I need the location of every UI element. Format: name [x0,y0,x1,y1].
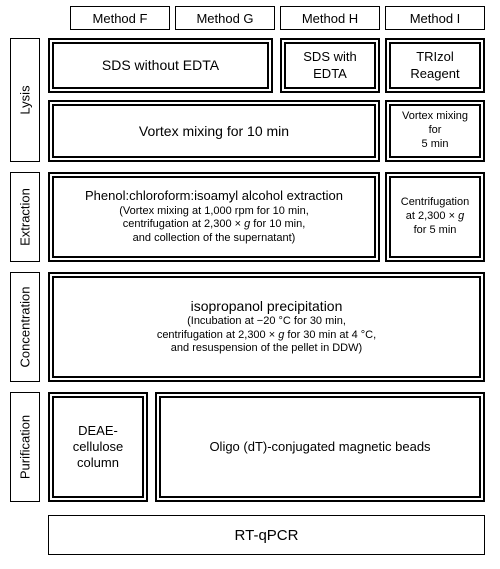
purification-deae-text: DEAE- cellulose column [73,423,124,472]
row-label-extraction: Extraction [10,172,40,262]
extraction-centrif-l2: at 2,300 × g [406,210,464,224]
row-label-lysis: Lysis [10,38,40,162]
row-label-text: Extraction [18,188,33,246]
row-label-purification: Purification [10,392,40,502]
extraction-pcia-l3-post: for 10 min, [250,218,305,230]
row-label-text: Concentration [18,287,33,368]
extraction-pcia-box: Phenol:chloroform:isoamyl alcohol extrac… [48,172,380,262]
extraction-centrif-box: Centrifugation at 2,300 × g for 5 min [385,172,485,262]
lysis-i-box: TRIzol Reagent [385,38,485,93]
final-rtqpcr-text: RT-qPCR [235,527,299,544]
extraction-centrif-stack: Centrifugation at 2,300 × g for 5 min [401,196,470,237]
row-label-text: Lysis [18,85,33,114]
purification-oligo-text: Oligo (dT)-conjugated magnetic beads [209,439,430,455]
lysis-fg-box: SDS without EDTA [48,38,273,93]
extraction-pcia-title: Phenol:chloroform:isoamyl alcohol extrac… [85,188,343,204]
lysis-vortex10-text: Vortex mixing for 10 min [139,123,289,140]
lysis-vortex5-text: Vortex mixing for 5 min [402,110,468,151]
lysis-i-text: TRIzol Reagent [410,49,459,82]
col-header-label: Method I [410,11,461,26]
concentration-box: isopropanol precipitation (Incubation at… [48,272,485,382]
extraction-centrif-l2-g: g [458,210,464,222]
col-header-method-g: Method G [175,6,275,30]
col-header-label: Method F [93,11,148,26]
extraction-centrif-l1: Centrifugation [401,196,470,210]
concentration-l3-post: for 30 min at 4 °C, [284,329,376,341]
row-label-text: Purification [18,415,33,479]
purification-deae-box: DEAE- cellulose column [48,392,148,502]
lysis-vortex10-box: Vortex mixing for 10 min [48,100,380,162]
extraction-pcia-l4: and collection of the supernatant) [133,232,296,246]
lysis-h-box: SDS with EDTA [280,38,380,93]
concentration-l3-pre: centrifugation at 2,300 × [157,329,278,341]
concentration-l4: and resuspension of the pellet in DDW) [171,342,362,356]
concentration-stack: isopropanol precipitation (Incubation at… [157,298,376,356]
extraction-centrif-l3: for 5 min [414,224,457,238]
col-header-method-i: Method I [385,6,485,30]
final-rtqpcr-box: RT-qPCR [48,515,485,555]
concentration-l3: centrifugation at 2,300 × g for 30 min a… [157,329,376,343]
concentration-l2: (Incubation at −20 °C for 30 min, [187,315,346,329]
extraction-pcia-stack: Phenol:chloroform:isoamyl alcohol extrac… [85,188,343,246]
extraction-pcia-l2: (Vortex mixing at 1,000 rpm for 10 min, [119,205,309,219]
lysis-fg-text: SDS without EDTA [102,57,219,74]
row-label-concentration: Concentration [10,272,40,382]
col-header-method-f: Method F [70,6,170,30]
lysis-h-text: SDS with EDTA [303,49,356,82]
purification-oligo-box: Oligo (dT)-conjugated magnetic beads [155,392,485,502]
col-header-label: Method G [196,11,253,26]
col-header-method-h: Method H [280,6,380,30]
extraction-centrif-l2-pre: at 2,300 × [406,210,458,222]
concentration-title: isopropanol precipitation [191,298,343,315]
extraction-pcia-l3: centrifugation at 2,300 × g for 10 min, [123,218,306,232]
lysis-vortex5-box: Vortex mixing for 5 min [385,100,485,162]
extraction-pcia-l3-pre: centrifugation at 2,300 × [123,218,244,230]
col-header-label: Method H [302,11,358,26]
